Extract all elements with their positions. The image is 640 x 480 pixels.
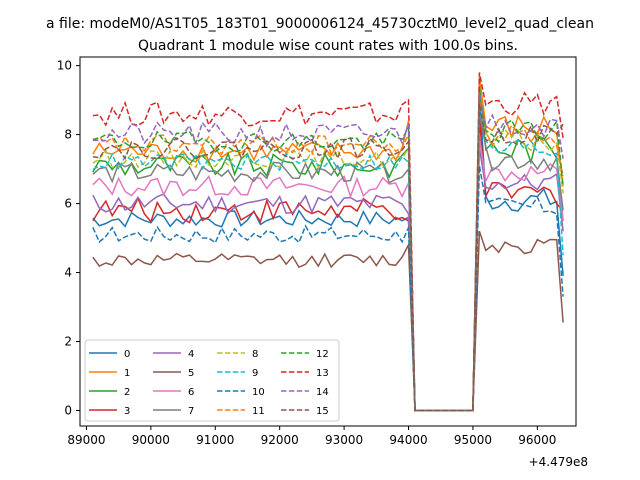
- y-tick-label: 2: [64, 335, 72, 349]
- x-tick-label: 94000: [389, 433, 427, 447]
- legend-label-6: 6: [188, 387, 194, 398]
- legend-label-5: 5: [188, 368, 194, 379]
- series-line-15: [92, 103, 564, 412]
- x-tick-label: 95000: [454, 433, 492, 447]
- plot-frame: [79, 56, 577, 427]
- y-tick-label: 6: [64, 197, 72, 211]
- legend-label-15: 15: [316, 406, 329, 417]
- y-tick-label: 0: [64, 403, 72, 417]
- x-axis: 89000 90000 91000 92000 93000 94000 95000 96000: [67, 426, 556, 447]
- legend-box: [84, 339, 340, 422]
- legend-label-13: 13: [316, 368, 329, 379]
- legend-label-9: 9: [252, 368, 258, 379]
- chart-title: Quadrant 1 module wise count rates with …: [138, 38, 518, 54]
- legend-label-2: 2: [124, 387, 130, 398]
- legend-label-7: 7: [188, 406, 194, 417]
- x-offset-label: +4.479e8: [529, 455, 588, 469]
- y-tick-label: 10: [57, 59, 72, 73]
- legend-label-3: 3: [124, 406, 130, 417]
- series-line-6: [92, 137, 564, 412]
- series-line-9: [92, 106, 564, 412]
- series-line-4: [92, 148, 564, 412]
- series-line-14: [92, 93, 564, 412]
- series-line-13: [92, 72, 564, 412]
- series-line-5: [92, 230, 564, 412]
- legend-label-8: 8: [252, 349, 258, 360]
- series-line-1: [92, 75, 564, 412]
- x-tick-label: 93000: [325, 433, 363, 447]
- legend-label-10: 10: [252, 387, 265, 398]
- y-tick-label: 4: [64, 266, 72, 280]
- y-axis: 0 2 4 6 8 10: [57, 59, 80, 417]
- series-line-10: [92, 165, 564, 412]
- plot-lines: [92, 72, 564, 412]
- legend-label-4: 4: [188, 349, 194, 360]
- x-tick-label: 92000: [261, 433, 299, 447]
- legend-label-0: 0: [124, 349, 130, 360]
- legend-label-11: 11: [252, 406, 265, 417]
- x-tick-label: 91000: [196, 433, 234, 447]
- x-tick-label: 96000: [518, 433, 556, 447]
- file-suptitle: a file: modeM0/AS1T05_183T01_9000006124_…: [46, 16, 594, 32]
- y-tick-label: 8: [64, 128, 72, 142]
- legend-label-12: 12: [316, 349, 329, 360]
- legend-label-14: 14: [316, 387, 329, 398]
- x-tick-label: 89000: [67, 433, 105, 447]
- series-line-11: [92, 96, 564, 412]
- legend-label-1: 1: [124, 368, 130, 379]
- x-tick-label: 90000: [132, 433, 170, 447]
